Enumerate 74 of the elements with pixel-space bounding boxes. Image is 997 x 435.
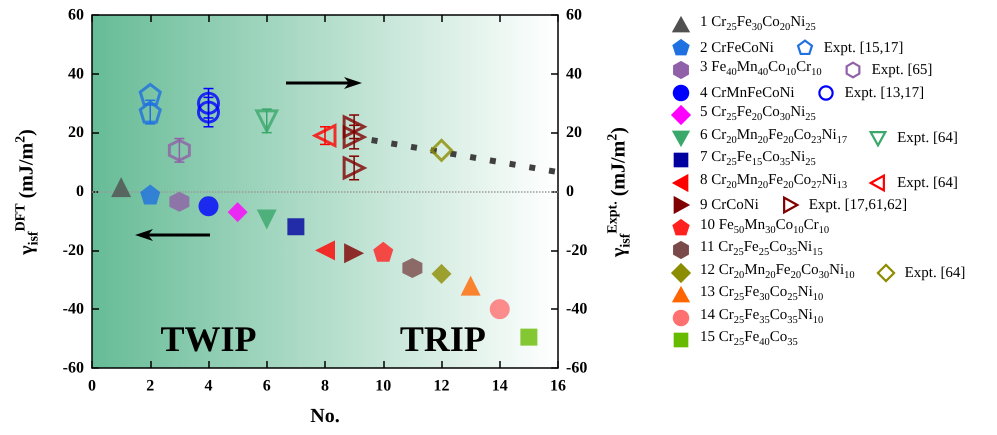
- point: [111, 177, 132, 198]
- legend-label: 13 Cr$_{25}$Fe$_{30}$Co$_{25}$Ni$_{10}$: [700, 284, 824, 303]
- y2-tick-label: 20: [566, 124, 582, 142]
- point: [287, 218, 304, 236]
- y2-tick-label: -60: [566, 360, 588, 376]
- point: [140, 184, 160, 204]
- legend-label: Expt. [15,17]: [824, 38, 904, 58]
- point: [344, 243, 364, 264]
- x-tick-label: 6: [262, 378, 271, 394]
- y-tick-label: -60: [62, 360, 84, 376]
- point: [138, 100, 162, 124]
- point: [256, 209, 277, 230]
- legend-label: 9 CrCoNi: [700, 196, 759, 215]
- point: [169, 192, 190, 212]
- point: [228, 202, 248, 222]
- x-tick-label: 10: [375, 378, 392, 394]
- point: [490, 299, 510, 320]
- annotation: TRIP: [400, 318, 486, 360]
- y-tick-label: 20: [68, 124, 84, 142]
- y-tick-label: 0: [76, 183, 84, 200]
- point: [432, 264, 452, 284]
- point: [255, 109, 278, 132]
- legend-label: Expt. [64]: [904, 264, 966, 282]
- text: 8 Cr$_{20}$Mn$_{20}$Fe$_{20}$Co$_{27}$Ni$_{13}$: [700, 172, 848, 190]
- legend-label: 15 Cr$_{25}$Fe$_{40}$Co$_{35}$: [700, 328, 798, 350]
- y2-tick-label: -40: [566, 300, 588, 318]
- point: [342, 156, 366, 180]
- point: [198, 196, 218, 216]
- x-tick-label: 2: [146, 378, 154, 394]
- legend-label: 10 Fe$_{50}$Mn$_{30}$Co$_{10}$Cr$_{10}$: [700, 216, 830, 236]
- point: [373, 242, 394, 262]
- point: [197, 100, 220, 124]
- x-tick-label: 0: [88, 378, 96, 394]
- legend-label: Expt. [17,61,62]: [808, 196, 908, 215]
- legend-label: 1 Cr$_{25}$Fe$_{30}$Co$_{20}$Ni$_{25}$: [700, 13, 816, 35]
- y2-tick-label: -20: [566, 242, 588, 259]
- y2-tick-label: 60: [566, 6, 582, 24]
- legend-label: 2 CrFeCoNi: [700, 38, 774, 58]
- x-tick-label: 14: [492, 378, 508, 394]
- point: [168, 138, 191, 162]
- y-tick-label: -20: [62, 242, 84, 259]
- point: [342, 115, 366, 138]
- x-tick-label: 16: [550, 378, 566, 394]
- x-tick-label: 8: [321, 378, 329, 394]
- legend-label: Expt. [64]: [897, 174, 958, 192]
- legend-label: 3 Fe$_{40}$Mn$_{40}$Co$_{10}$Cr$_{10}$: [700, 58, 822, 80]
- y2-tick-label: 40: [566, 65, 582, 82]
- x-tick-label: 12: [434, 378, 450, 394]
- point: [315, 240, 335, 260]
- legend-label: 14 Cr$_{25}$Fe$_{35}$Co$_{35}$Ni$_{10}$: [700, 306, 824, 326]
- legend-label: 4 CrMnFeCoNi: [700, 84, 795, 102]
- x-tick-label: 4: [204, 378, 212, 394]
- text: 12 Cr$_{20}$Mn$_{20}$Fe$_{20}$Co$_{30}$Ni$_{10}$: [700, 262, 855, 280]
- y2-tick-label: 0: [566, 183, 574, 200]
- y-tick-label: 40: [68, 65, 84, 82]
- y-tick-label: 60: [68, 6, 84, 24]
- point: [197, 92, 220, 115]
- point: [342, 126, 366, 149]
- legend-label: 11 Cr$_{25}$Fe$_{25}$Co$_{35}$Ni$_{15}$: [700, 239, 823, 258]
- legend-label: Expt. [65]: [872, 61, 932, 80]
- text: 6 Cr$_{20}$Mn$_{20}$Fe$_{20}$Co$_{23}$Ni$_{17}$: [700, 126, 848, 146]
- legend-label: 5 Cr$_{25}$Fe$_{20}$Co$_{30}$Ni$_{25}$: [700, 104, 816, 123]
- point: [460, 276, 481, 296]
- y-tick-label: -40: [62, 300, 84, 318]
- point: [520, 328, 538, 346]
- point: [314, 124, 336, 148]
- point: [430, 138, 453, 162]
- legend-label: 7 Cr$_{25}$Fe$_{15}$Co$_{35}$Ni$_{25}$: [700, 149, 816, 168]
- x-axis-title: No.: [310, 405, 340, 428]
- point: [138, 82, 162, 106]
- point: [402, 258, 422, 278]
- legend-label: Expt. [13,17]: [844, 84, 924, 102]
- legend-label: Expt. [64]: [897, 128, 958, 148]
- annotation: TWIP: [160, 318, 257, 360]
